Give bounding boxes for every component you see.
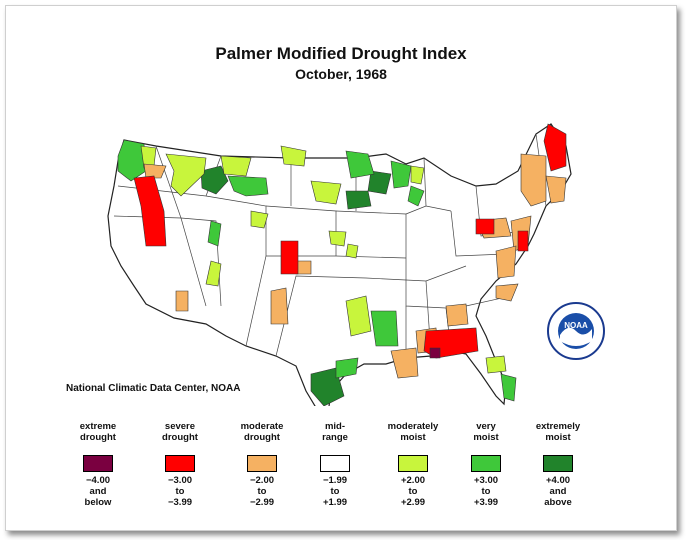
legend-severe-drought: severe drought −3.00 to −3.99: [143, 419, 217, 508]
legend-very-moist: very moist +3.00 to +3.99: [449, 419, 523, 508]
legend-swatch: [543, 455, 573, 472]
legend-swatch: [83, 455, 113, 472]
legend-swatch: [398, 455, 428, 472]
drought-regions: [117, 123, 567, 406]
legend-swatch: [471, 455, 501, 472]
legend-swatch: [165, 455, 195, 472]
noaa-logo-icon: NOAA: [547, 302, 605, 360]
legend-moderately-moist: moderately moist +2.00 to +2.99: [376, 419, 450, 508]
legend-extremely-moist: extremely moist +4.00 and above: [521, 419, 595, 508]
legend-label: very moist: [473, 421, 499, 443]
legend-swatch: [247, 455, 277, 472]
legend-label: mid- range: [322, 421, 348, 443]
legend-range: +3.00 to +3.99: [473, 475, 499, 508]
legend-label: moderate drought: [240, 421, 284, 443]
legend-range: −2.00 to −2.99: [249, 475, 275, 508]
credit-text: National Climatic Data Center, NOAA: [66, 383, 241, 394]
legend-range: −1.99 to +1.99: [322, 475, 348, 508]
map-title: Palmer Modified Drought Index: [215, 44, 467, 63]
legend-label: severe drought: [162, 421, 198, 443]
map-subtitle: October, 1968: [295, 66, 387, 82]
legend-label: extreme drought: [79, 421, 117, 443]
legend-range: −3.00 to −3.99: [167, 475, 193, 508]
legend-range: +4.00 and above: [544, 475, 572, 508]
legend-range: +2.00 to +2.99: [400, 475, 426, 508]
legend-label: moderately moist: [387, 421, 439, 443]
legend-mid-range: mid- range −1.99 to +1.99: [298, 419, 372, 508]
map-frame: Palmer Modified Drought Index October, 1…: [5, 5, 677, 531]
legend-label: extremely moist: [535, 421, 581, 443]
legend-extreme-drought: extreme drought −4.00 and below: [61, 419, 135, 508]
legend-moderate-drought: moderate drought −2.00 to −2.99: [225, 419, 299, 508]
us-drought-map: [107, 123, 572, 406]
legend-swatch: [320, 455, 350, 472]
noaa-logo-text: NOAA: [564, 321, 588, 330]
legend-range: −4.00 and below: [84, 475, 112, 508]
